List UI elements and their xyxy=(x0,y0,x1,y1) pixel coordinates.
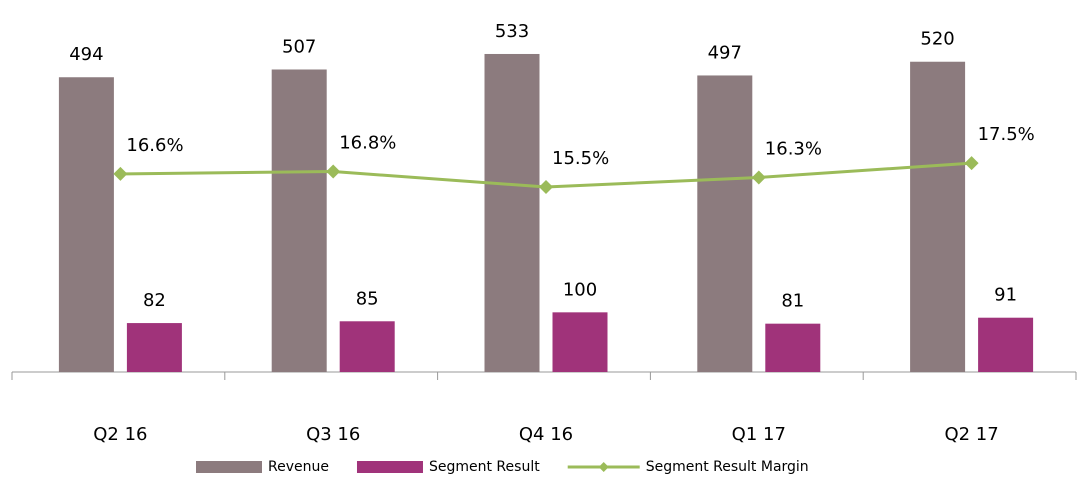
legend-swatch xyxy=(598,462,609,472)
bar xyxy=(126,323,182,372)
data-label: 81 xyxy=(781,291,804,312)
line-marker xyxy=(539,180,553,195)
data-label: 15.5% xyxy=(552,148,609,169)
data-label: 533 xyxy=(495,21,529,42)
data-label: 494 xyxy=(69,44,103,65)
bar xyxy=(339,321,395,372)
line-marker xyxy=(751,170,766,185)
bar xyxy=(978,317,1034,372)
legend-label: Segment Result Margin xyxy=(646,459,809,475)
data-label: 82 xyxy=(143,290,166,311)
x-tick-label: Q2 16 xyxy=(93,424,147,445)
x-tick-label: Q4 16 xyxy=(519,424,573,445)
data-label: 507 xyxy=(282,36,316,57)
legend-swatch xyxy=(356,461,423,473)
data-label: 17.5% xyxy=(978,124,1035,145)
data-label: 16.8% xyxy=(339,133,396,154)
data-label: 100 xyxy=(563,279,597,300)
bar xyxy=(765,323,821,372)
data-label: 16.3% xyxy=(765,138,822,159)
data-label: 91 xyxy=(994,285,1017,306)
line-marker xyxy=(113,166,128,181)
x-tick-label: Q3 16 xyxy=(306,424,360,445)
line-marker xyxy=(964,156,979,171)
bar xyxy=(484,53,540,373)
data-label: 497 xyxy=(708,42,742,63)
data-label: 85 xyxy=(356,288,379,309)
data-label: 520 xyxy=(920,29,954,50)
x-tick-label: Q2 17 xyxy=(944,424,998,445)
line-marker xyxy=(326,164,341,179)
bar xyxy=(910,61,966,372)
bar xyxy=(552,312,608,372)
data-label: 16.6% xyxy=(126,135,183,156)
legend-label: Revenue xyxy=(268,459,329,475)
legend-swatch xyxy=(196,461,262,473)
bar xyxy=(271,69,327,373)
bar xyxy=(58,77,114,372)
legend-label: Segment Result xyxy=(429,459,540,475)
bar xyxy=(697,75,753,372)
x-tick-label: Q1 17 xyxy=(732,424,786,445)
